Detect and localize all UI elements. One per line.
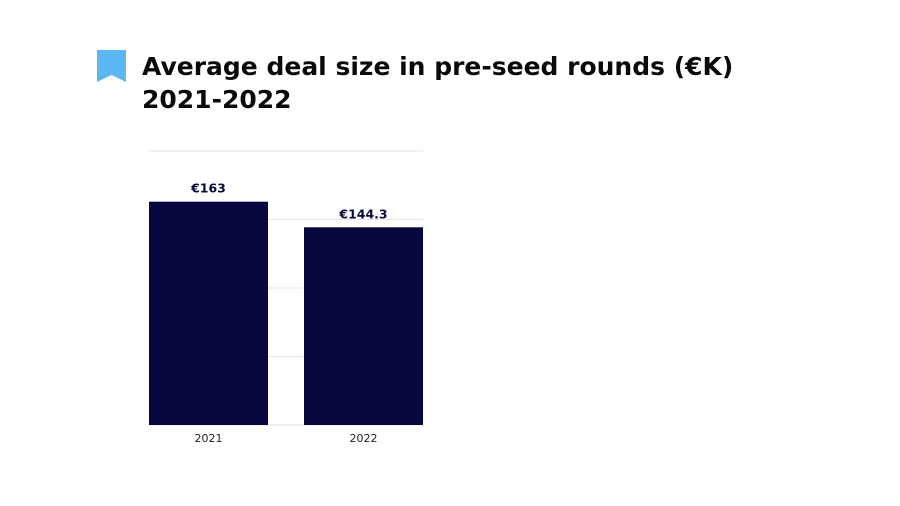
data-label-2022: €144.3	[338, 206, 387, 221]
x-tick-label-2021: 2021	[195, 432, 223, 445]
data-label-2021: €163	[190, 181, 226, 196]
chart-title: Average deal size in pre-seed rounds (€K…	[142, 50, 802, 116]
bar-chart: €163 €144.3 2021 2022	[149, 150, 423, 445]
bar-2021	[149, 201, 268, 425]
x-axis-tick-labels: 2021 2022	[195, 432, 378, 445]
bars	[149, 201, 423, 425]
bar-2022	[304, 227, 423, 425]
chart-title-line-2: 2021-2022	[142, 85, 292, 114]
chart-title-line-1: Average deal size in pre-seed rounds (€K…	[142, 52, 734, 81]
x-tick-label-2022: 2022	[350, 432, 378, 445]
bookmark-icon	[97, 50, 126, 82]
data-labels: €163 €144.3	[190, 181, 388, 222]
